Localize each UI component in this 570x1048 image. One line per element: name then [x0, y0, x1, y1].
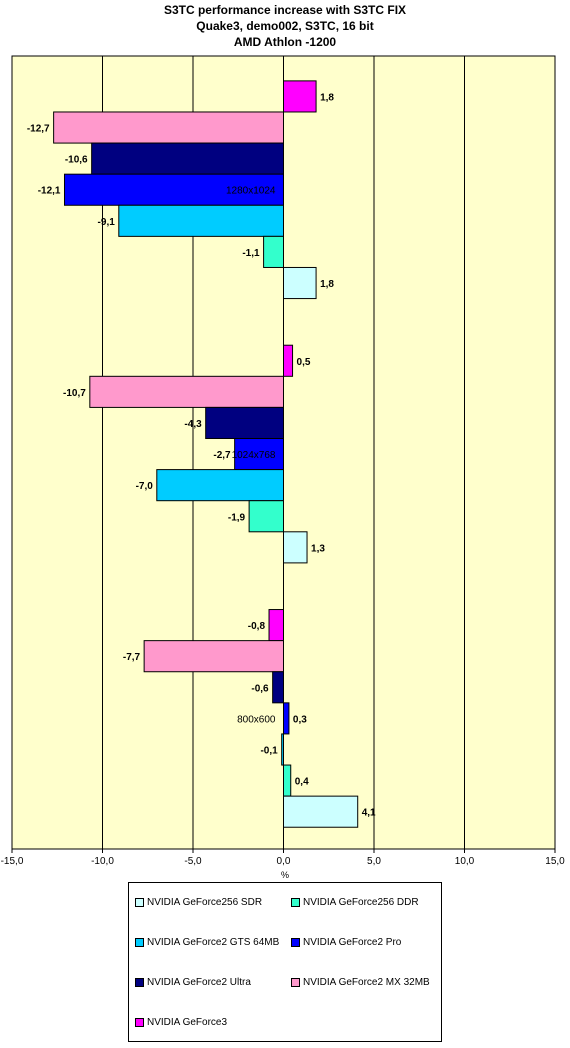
bar — [283, 531, 308, 564]
data-label: -10,6 — [65, 155, 88, 166]
x-axis-label: % — [281, 870, 290, 880]
bar — [283, 702, 290, 735]
legend-item: NVIDIA GeForce3 — [135, 1017, 227, 1028]
data-label: -0,6 — [251, 683, 269, 694]
bar — [234, 438, 285, 471]
data-label: -1,9 — [228, 512, 246, 523]
data-label: -12,1 — [38, 186, 61, 197]
data-label: 1,8 — [320, 279, 334, 290]
data-label: -9,1 — [98, 217, 116, 228]
bar — [283, 795, 359, 828]
data-label: 1,8 — [320, 92, 334, 103]
legend-label: NVIDIA GeForce2 Ultra — [147, 977, 251, 988]
data-label: -2,7 — [213, 450, 231, 461]
data-label: 0,3 — [293, 714, 307, 725]
data-label: -0,8 — [248, 621, 266, 632]
x-tick-label: -10,0 — [91, 856, 114, 867]
bar — [283, 344, 294, 377]
legend-label: NVIDIA GeForce2 GTS 64MB — [147, 937, 280, 948]
category-label: 1280x1024 — [226, 186, 276, 197]
bar-chart: -15,0 -10,0 -5,0 0,0 5,0 10,0 15,0 1,8 -12,7 -10,… — [1, 55, 565, 867]
legend-swatch — [291, 938, 300, 947]
legend-label: NVIDIA GeForce3 — [147, 1017, 228, 1028]
data-label: -12,7 — [27, 124, 50, 135]
title-line-1: S3TC performance increase with S3TC FIX — [163, 3, 407, 17]
data-label: 4,1 — [362, 808, 376, 819]
chart-title: S3TC performance increase with S3TC FIX … — [0, 2, 570, 50]
legend-item: NVIDIA GeForce2 GTS 64MB — [135, 937, 279, 948]
x-tick-label: 15,0 — [545, 856, 565, 867]
bar — [248, 500, 284, 533]
bar — [283, 80, 317, 113]
data-label: -7,7 — [123, 652, 141, 663]
title-line-3: AMD Athlon -1200 — [233, 35, 337, 49]
bar — [283, 266, 317, 300]
legend-swatch — [291, 978, 300, 987]
legend-label: NVIDIA GeForce256 DDR — [303, 897, 419, 908]
x-tick-label: 10,0 — [455, 856, 475, 867]
category-label: 800x600 — [237, 714, 276, 725]
legend-item: NVIDIA GeForce2 Pro — [291, 937, 401, 948]
bar — [268, 609, 284, 642]
bar — [283, 764, 292, 797]
legend-item: NVIDIA GeForce2 MX 32MB — [291, 977, 430, 988]
legend: NVIDIA GeForce256 SDR NVIDIA GeForce256 D… — [128, 882, 442, 1042]
legend-swatch — [135, 898, 144, 907]
bar — [205, 406, 284, 440]
x-tick-label: -5,0 — [184, 856, 202, 867]
legend-swatch — [135, 1018, 144, 1027]
data-label: -1,1 — [242, 248, 260, 259]
legend-label: NVIDIA GeForce256 SDR — [147, 897, 263, 908]
data-label: -0,1 — [260, 745, 278, 756]
bar — [89, 375, 284, 408]
bar — [53, 111, 284, 144]
legend-item: NVIDIA GeForce256 SDR — [135, 897, 262, 908]
bar — [263, 235, 284, 268]
bar — [118, 204, 285, 237]
bar — [63, 173, 284, 206]
legend-item: NVIDIA GeForce2 Ultra — [135, 977, 251, 988]
legend-swatch — [135, 978, 144, 987]
data-label: -4,3 — [184, 419, 202, 430]
x-tick-label: 0,0 — [277, 856, 291, 867]
bar — [143, 640, 284, 673]
x-tick-label: -15,0 — [1, 856, 24, 867]
bar — [156, 469, 284, 502]
bar — [91, 142, 284, 175]
legend-swatch — [135, 938, 144, 947]
data-label: 0,5 — [297, 357, 311, 368]
data-label: 0,4 — [295, 777, 309, 788]
x-tick-label: 5,0 — [367, 856, 381, 867]
data-label: 1,3 — [311, 543, 325, 554]
legend-item: NVIDIA GeForce256 DDR — [291, 897, 419, 908]
bar — [272, 671, 285, 704]
title-line-2: Quake3, demo002, S3TC, 16 bit — [196, 19, 374, 33]
data-label: -7,0 — [136, 481, 154, 492]
data-label: -10,7 — [63, 388, 86, 399]
legend-label: NVIDIA GeForce2 Pro — [303, 937, 402, 948]
legend-swatch — [291, 898, 300, 907]
legend-label: NVIDIA GeForce2 MX 32MB — [303, 977, 430, 988]
category-label: 1024x768 — [232, 450, 276, 461]
